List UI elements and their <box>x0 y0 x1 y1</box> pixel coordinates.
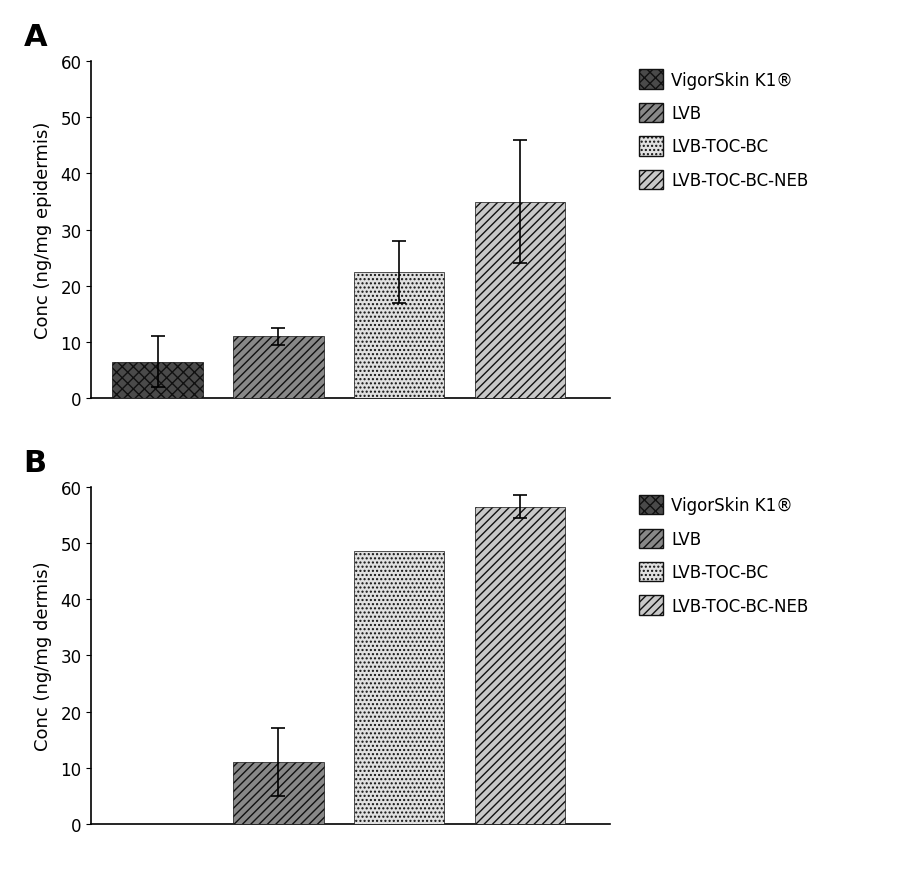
Legend: VigorSkin K1®, LVB, LVB-TOC-BC, LVB-TOC-BC-NEB: VigorSkin K1®, LVB, LVB-TOC-BC, LVB-TOC-… <box>640 495 808 615</box>
Y-axis label: Conc (ng/mg dermis): Conc (ng/mg dermis) <box>34 561 52 750</box>
Bar <box>353 273 445 399</box>
Text: B: B <box>24 448 46 478</box>
Bar <box>475 202 565 399</box>
Bar <box>233 337 323 399</box>
Bar <box>353 552 445 824</box>
Text: A: A <box>24 23 47 52</box>
Bar <box>233 762 323 824</box>
Legend: VigorSkin K1®, LVB, LVB-TOC-BC, LVB-TOC-BC-NEB: VigorSkin K1®, LVB, LVB-TOC-BC, LVB-TOC-… <box>640 70 808 190</box>
Bar <box>475 507 565 824</box>
Y-axis label: Conc (ng/mg epidermis): Conc (ng/mg epidermis) <box>34 121 52 339</box>
Bar <box>112 362 203 399</box>
